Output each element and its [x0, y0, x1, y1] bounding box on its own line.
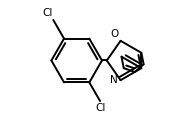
Text: O: O [110, 29, 118, 39]
Text: Cl: Cl [42, 8, 53, 18]
Text: N: N [110, 75, 118, 85]
Text: Cl: Cl [96, 103, 106, 113]
